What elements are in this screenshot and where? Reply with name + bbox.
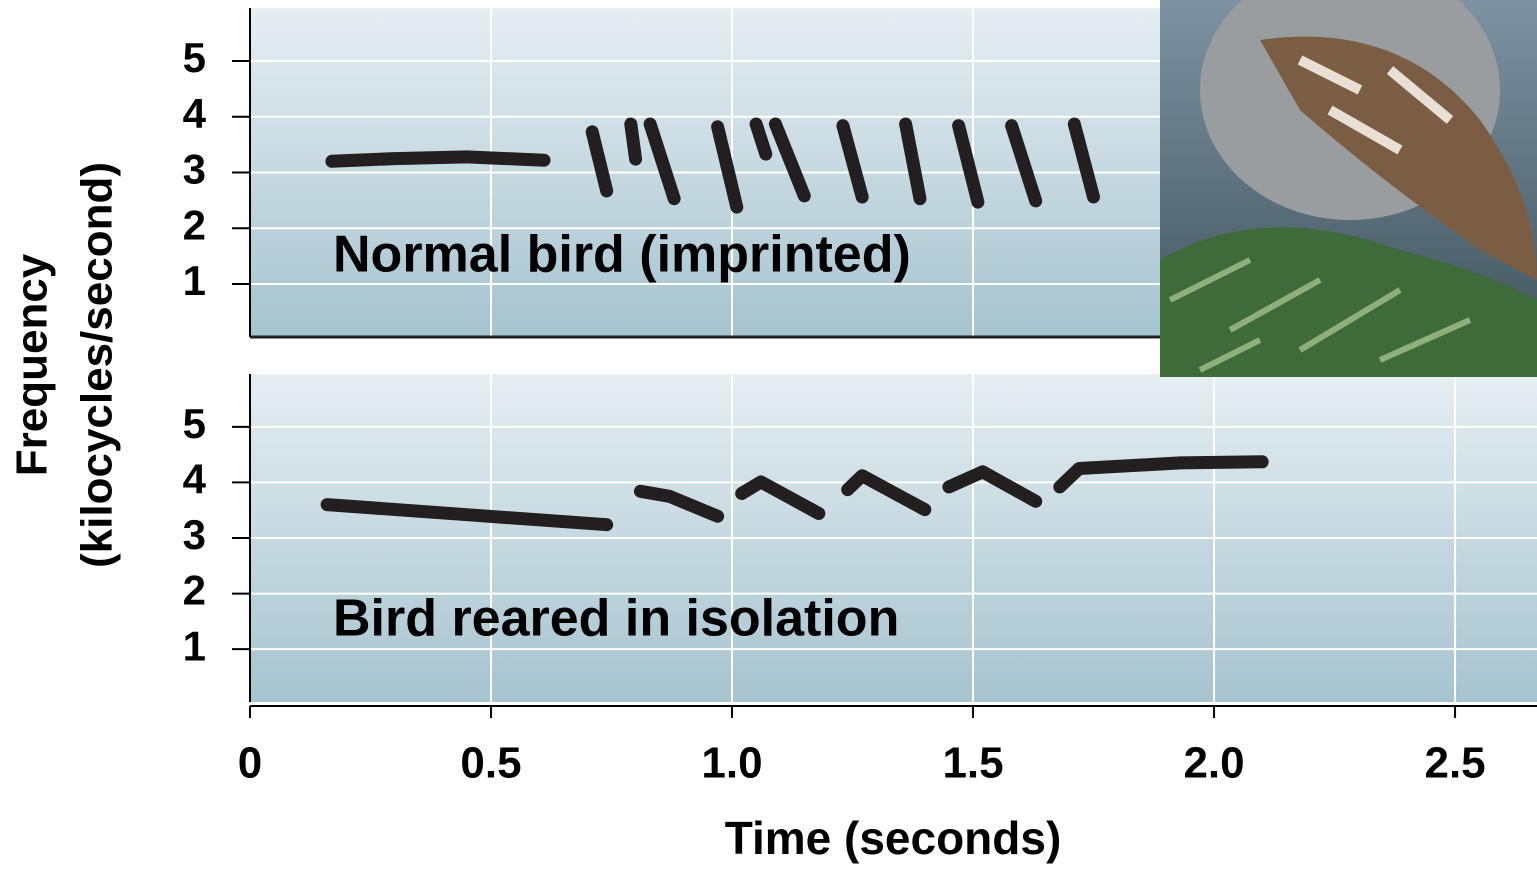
- x-tick-label: 2.0: [1183, 739, 1244, 788]
- song-trace: [942, 465, 1043, 508]
- x-tick-label: 1.0: [701, 739, 762, 788]
- y-tick-label: 1: [183, 257, 206, 304]
- y-tick-label: 5: [183, 34, 206, 81]
- song-trace: [735, 475, 826, 520]
- y-tick-label: 5: [183, 400, 206, 447]
- song-trace: [325, 150, 551, 168]
- y-tick-label: 3: [183, 511, 206, 558]
- song-trace: [1067, 117, 1100, 204]
- x-axis-label: Time (seconds): [725, 812, 1062, 864]
- panel: 1 2 3 4 5 0 0.5 1.0 1.5 2.0 2.5 Bird reared in isol…: [183, 374, 1537, 788]
- y-tick-label: 4: [183, 456, 207, 503]
- x-tick-label: 0: [238, 739, 262, 788]
- annotation: Bird reared in isolation: [333, 590, 899, 648]
- x-tick-label: 1.5: [942, 739, 1003, 788]
- song-trace: [768, 117, 811, 203]
- song-trace: [643, 117, 681, 206]
- x-tick-label: 0.5: [460, 739, 521, 788]
- y-tick-label: 2: [183, 201, 206, 248]
- bird-photo: [1160, 0, 1537, 377]
- song-trace: [711, 120, 744, 214]
- y-tick-label: 1: [183, 622, 206, 669]
- y-tick-label: 4: [183, 90, 207, 137]
- song-trace: [320, 498, 614, 532]
- song-trace: [585, 125, 614, 198]
- song-trace: [899, 117, 927, 206]
- song-trace: [836, 119, 869, 204]
- song-trace: [952, 119, 985, 209]
- song-trace: [749, 117, 773, 161]
- y-tick-label: 2: [183, 567, 206, 614]
- song-trace: [841, 469, 932, 517]
- song-trace: [624, 117, 643, 166]
- x-tick-label: 2.5: [1424, 739, 1485, 788]
- song-trace: [1005, 119, 1043, 208]
- song-trace: [1053, 455, 1269, 494]
- annotation: Normal bird (imprinted): [333, 226, 911, 284]
- song-trace: [633, 484, 725, 523]
- y-axis-label: Frequency: [8, 253, 57, 476]
- y-tick-label: 3: [183, 146, 206, 193]
- y-axis-label: (kilocycles/second): [73, 162, 122, 568]
